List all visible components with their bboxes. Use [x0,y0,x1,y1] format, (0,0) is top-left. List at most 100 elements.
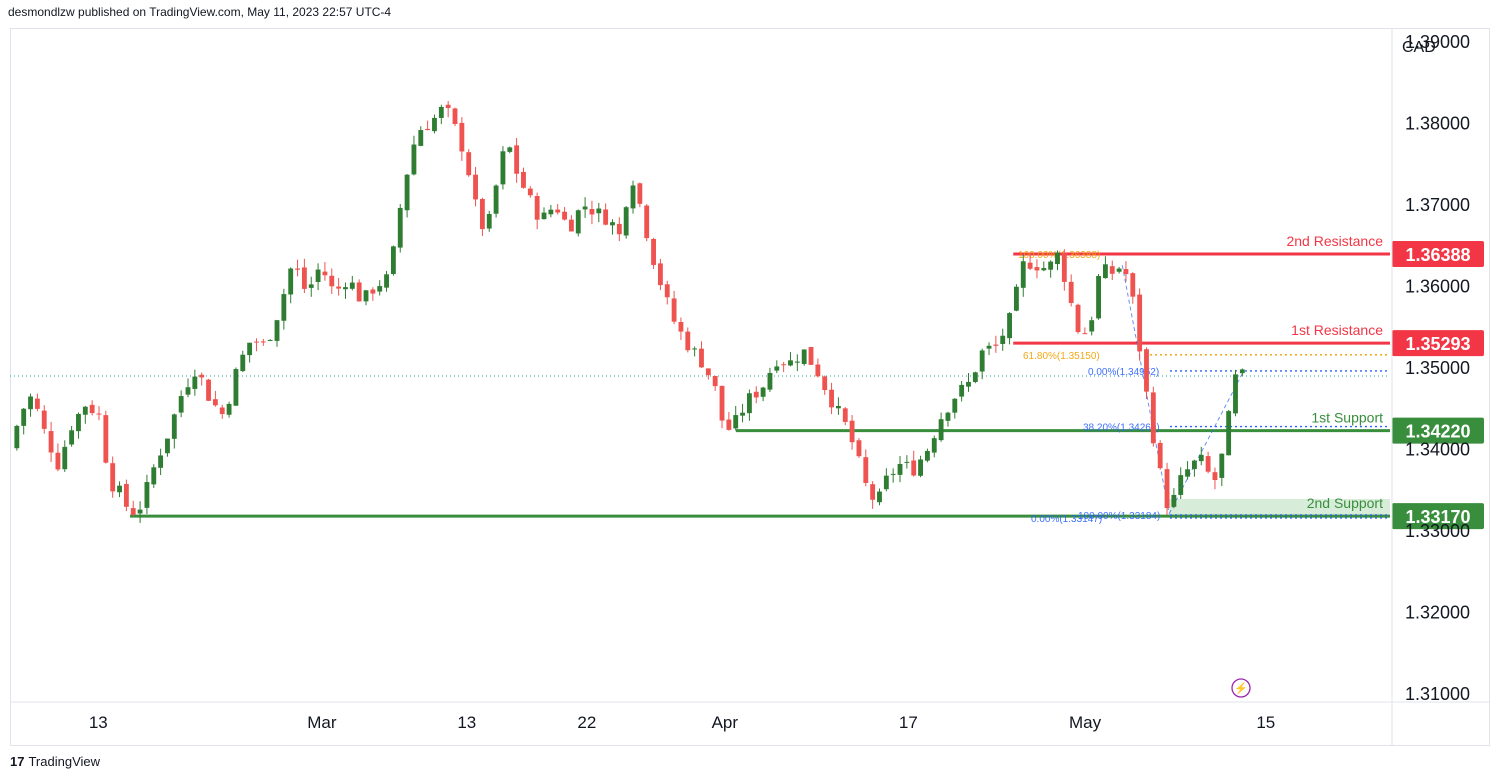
candle-body [788,360,793,366]
candle-body [671,298,677,322]
candle-body [281,294,287,321]
candle-body [644,205,650,239]
candle-body [527,188,533,196]
candle-body [562,211,567,220]
candle-body [1164,469,1170,509]
lightning-icon[interactable]: ⚡ [1231,678,1251,698]
candle-body [760,387,766,397]
candle-body [267,339,273,341]
candle-body [835,405,841,409]
candle-body [829,389,834,408]
footer-brand-label: TradingView [28,754,101,769]
publish-attribution: desmondlzw published on TradingView.com,… [8,5,392,19]
price-axis[interactable]: 1.39000 1.38000 1.37000 1.36000 1.35000 1.340… [1405,32,1470,704]
candle-body [1061,253,1067,282]
candle-body [548,209,554,215]
candle-body [466,152,472,176]
lightning-symbol: ⚡ [1234,682,1248,695]
candle-body [1226,411,1232,456]
candle-body [794,361,800,363]
candle-body [719,385,725,421]
candle-body [1178,475,1184,495]
candle-body [452,108,458,124]
candle-body [966,381,971,387]
candle-body [1130,273,1136,297]
candle-body [1212,472,1218,481]
candle-body [664,284,670,298]
level-price-label: 1.36388 [1405,245,1470,265]
candle-body [425,128,431,131]
candle-body [34,398,40,409]
candle-body [678,322,684,332]
candle-body [596,208,602,214]
tradingview-logo-icon: 17 [10,754,25,769]
candle-body [1096,276,1101,319]
x-tick-label: 13 [89,713,108,732]
candle-body [21,408,27,426]
candle-body [555,209,561,213]
candle-body [623,207,629,236]
candle-body [911,460,917,476]
fib-label: 0.00%(1.33147) [1031,514,1102,525]
candle-body [740,412,745,416]
candle-body [541,212,547,220]
y-tick-label: 1.38000 [1405,114,1470,134]
level-name: 1st Support [1311,410,1383,426]
candle-body [938,419,944,441]
candle-body [254,341,259,343]
support-zone [1169,498,1390,517]
level-price-tag [1392,503,1484,530]
candle-body [890,473,896,475]
candle-body [849,420,855,443]
x-tick-label: 15 [1256,713,1275,732]
candle-body [69,430,75,445]
sr-levels: 2nd Resistance 1.36388 1st Resistance 1.352… [130,233,1484,530]
candle-body [178,396,184,413]
fib-label: 61.80%(1.35150) [1023,351,1100,362]
candle-body [842,408,848,422]
candle-body [781,364,787,366]
candle-body [705,368,711,376]
candle-body [1027,262,1033,269]
candle-body [1205,456,1211,472]
level-price-tag [1392,330,1484,357]
fib-label: 38.20%(1.34269) [1083,423,1160,434]
support-zone-rect [1169,498,1390,517]
candle-body [260,341,266,343]
candle-body [979,350,985,372]
candle-body [856,440,862,457]
candle-body [288,268,294,295]
y-tick-label: 1.31000 [1405,684,1470,704]
candle-body [192,376,198,389]
candle-body [651,238,656,265]
candle-body [945,412,951,421]
candle-body [1116,268,1122,272]
candle-body [1109,266,1115,274]
y-tick-label: 1.37000 [1405,195,1470,215]
candle-body [336,286,342,289]
candle-body [473,174,478,200]
candle-body [637,183,643,204]
candle-body [343,287,348,290]
candle-body [1144,349,1149,392]
candle-body [82,406,88,415]
candle-body [384,274,389,288]
candle-body [1157,442,1163,469]
price-chart[interactable]: 2nd Resistance 1.36388 1st Resistance 1.352… [0,0,1498,746]
candle-body [62,446,68,470]
time-axis[interactable]: 13 Mar 13 22 Apr 17 May 15 [89,713,1275,732]
y-tick-label: 1.36000 [1405,277,1470,297]
candle-body [1198,454,1204,462]
candle-body [212,399,218,406]
candle-body [1239,369,1245,374]
candle-body [521,171,526,188]
candle-body [972,372,978,383]
candle-body [206,379,211,401]
y-tick-label: 1.35000 [1405,358,1470,378]
candle-body [1068,281,1074,303]
candle-body [48,431,54,453]
candle-body [603,209,609,225]
candle-body [685,331,691,351]
candle-body [370,289,376,294]
candle-body [308,284,314,288]
